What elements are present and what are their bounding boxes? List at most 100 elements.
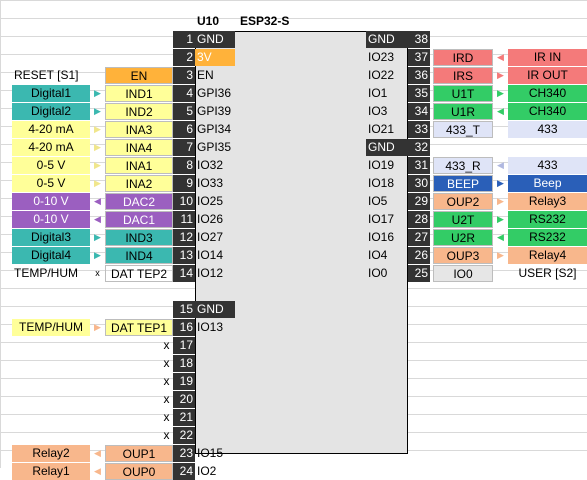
right-pin-label: IO3 (368, 104, 388, 118)
left-external: Relay1 (12, 463, 90, 480)
right-pin-label: IO21 (368, 122, 395, 136)
left-pin-number: 3 (173, 67, 195, 84)
right-external: Relay3 (508, 193, 587, 210)
left-pin-label (195, 391, 235, 408)
left-arrow: ▶ (94, 160, 101, 170)
left-signal: IND4 (105, 247, 173, 264)
left-pin-number: 6 (173, 121, 195, 138)
left-pin-number: 18 (173, 355, 195, 372)
left-signal: INA2 (105, 175, 173, 192)
left-pin-label: IO27 (197, 230, 224, 244)
right-signal: OUP2 (433, 193, 493, 210)
left-pin-label (195, 355, 235, 372)
right-external: 433 (508, 121, 587, 138)
right-external: IR OUT (508, 67, 587, 84)
right-pin-number: 32 (408, 139, 430, 156)
right-arrow: ▶ (497, 70, 504, 80)
right-pin-number: 25 (408, 265, 430, 282)
left-pin-label: IO26 (197, 212, 224, 226)
left-external: Digital4 (12, 247, 90, 264)
left-pin-number: 4 (173, 85, 195, 102)
left-pin-label: GND (195, 31, 235, 48)
chip-part: ESP32-S (240, 14, 290, 28)
right-arrow: ◀ (497, 106, 504, 116)
right-arrow: ▶ (497, 196, 504, 206)
right-arrow: ▶ (497, 250, 504, 260)
right-pin-label: IO16 (368, 230, 395, 244)
left-pin-number: 13 (173, 247, 195, 264)
left-pin-label (195, 373, 235, 390)
left-external: RESET [S1] (14, 68, 79, 82)
left-external: TEMP/HUM (12, 319, 90, 336)
left-pin-number: 12 (173, 229, 195, 246)
left-arrow: ◀ (94, 214, 101, 224)
left-arrow: ◀ (94, 448, 101, 458)
left-pin-label: GPI34 (197, 122, 232, 136)
left-arrow: x (95, 268, 100, 278)
right-external: Relay4 (508, 247, 587, 264)
left-external: Digital3 (12, 229, 90, 246)
left-pin-number: 2 (173, 49, 195, 66)
left-pin-number: 24 (173, 463, 195, 480)
right-pin-number: 37 (408, 49, 430, 66)
left-pin-label: GPI35 (197, 140, 232, 154)
left-external: Digital1 (12, 85, 90, 102)
left-pin-label: IO32 (197, 158, 224, 172)
right-external: RS232 (508, 229, 587, 246)
right-pin-label: IO0 (368, 266, 388, 280)
left-pin-number: 20 (173, 391, 195, 408)
left-pin-number: 11 (173, 211, 195, 228)
right-external: Beep (508, 175, 587, 192)
right-signal: OUP3 (433, 247, 493, 264)
left-signal: INA4 (105, 139, 173, 156)
left-nc-marker: x (163, 392, 170, 406)
left-arrow: ▶ (94, 88, 101, 98)
right-pin-number: 26 (408, 247, 430, 264)
right-signal: U2T (433, 211, 493, 228)
right-pin-label: IO17 (368, 212, 395, 226)
left-pin-label: GPI36 (197, 86, 232, 100)
left-signal: DAT TEP1 (105, 319, 173, 336)
left-pin-number: 10 (173, 193, 195, 210)
right-pin-label: IO19 (368, 158, 395, 172)
left-arrow: ▶ (94, 124, 101, 134)
left-signal: OUP1 (105, 445, 173, 462)
right-arrow: ◀ (497, 232, 504, 242)
left-pin-label: EN (197, 68, 214, 82)
chip-ref: U10 (197, 14, 220, 28)
left-external: Relay2 (12, 445, 90, 462)
left-signal: EN (105, 67, 173, 84)
left-external: 0-10 V (12, 193, 90, 210)
left-pin-number: 7 (173, 139, 195, 156)
left-pin-number: 21 (173, 409, 195, 426)
left-signal: IND3 (105, 229, 173, 246)
right-signal: 433_T (433, 121, 493, 138)
left-nc-marker: x (163, 338, 170, 352)
left-nc-marker: x (163, 428, 170, 442)
right-signal: U1T (433, 85, 493, 102)
left-pin-label: IO13 (197, 320, 224, 334)
left-pin-number: 8 (173, 157, 195, 174)
left-pin-number: 22 (173, 427, 195, 444)
left-signal: DAC2 (105, 193, 173, 210)
left-pin-label: IO14 (197, 248, 224, 262)
right-pin-label: GND (366, 139, 408, 156)
left-nc-marker: x (163, 356, 170, 370)
left-signal: INA1 (105, 157, 173, 174)
left-pin-number: 14 (173, 265, 195, 282)
left-pin-label: IO25 (197, 194, 224, 208)
right-arrow: ◀ (497, 52, 504, 62)
left-arrow: ▶ (94, 142, 101, 152)
left-signal: IND2 (105, 103, 173, 120)
right-signal: U2R (433, 229, 493, 246)
left-pin-label: GPI39 (197, 104, 232, 118)
left-arrow: ▶ (94, 250, 101, 260)
left-arrow: ◀ (94, 466, 101, 476)
right-pin-number: 36 (408, 67, 430, 84)
right-pin-number: 31 (408, 157, 430, 174)
left-pin-label: IO15 (197, 446, 224, 460)
left-external: 0-10 V (12, 211, 90, 228)
left-pin-number: 1 (173, 31, 195, 48)
left-pin-number: 23 (173, 445, 195, 462)
right-pin-label: GND (366, 31, 408, 48)
